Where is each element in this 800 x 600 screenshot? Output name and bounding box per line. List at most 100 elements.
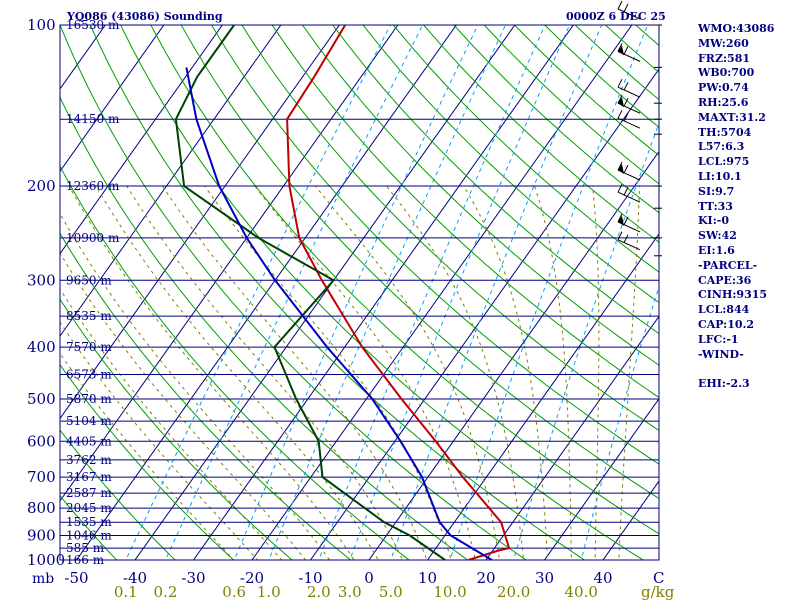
height-label: 6573 m bbox=[66, 367, 112, 381]
moist-adiabat bbox=[126, 185, 404, 560]
temperature-tick-label: -10 bbox=[298, 569, 322, 587]
temperature-axis-end-label: C bbox=[653, 569, 664, 587]
moist-adiabat bbox=[204, 185, 452, 560]
moist-adiabat bbox=[162, 185, 428, 560]
plot-frame bbox=[59, 24, 660, 561]
wind-barb bbox=[617, 43, 641, 62]
index-item: WB0:700 bbox=[698, 66, 755, 80]
index-item: CAPE:36 bbox=[698, 273, 752, 287]
wind-barbs bbox=[617, 0, 662, 257]
mixing-ratio-tick-label: 10.0 bbox=[433, 583, 466, 600]
isotherm-line bbox=[60, 25, 282, 337]
index-item: CINH:9315 bbox=[698, 288, 768, 302]
chart-title: YQ086 (43086) Sounding bbox=[66, 10, 223, 23]
moist-adiabat bbox=[60, 288, 283, 560]
isotherm-line bbox=[60, 25, 223, 255]
mixing-ratio-line bbox=[390, 25, 603, 560]
wind-barb bbox=[617, 183, 641, 203]
index-item: TT:33 bbox=[698, 199, 733, 213]
height-label: 2587 m bbox=[66, 486, 112, 500]
temperature-tick-label: -40 bbox=[123, 569, 147, 587]
moist-adiabat bbox=[463, 185, 549, 560]
isotherm-line bbox=[0, 1, 6, 572]
index-item: MAXT:31.2 bbox=[698, 110, 766, 124]
mixing-ratio-tick-label: 2.0 bbox=[307, 583, 331, 600]
isotherm-line bbox=[192, 25, 574, 560]
mixing-ratio-line bbox=[449, 25, 649, 560]
temperature-tick-label: 0 bbox=[364, 569, 374, 587]
wind-barb bbox=[617, 109, 641, 129]
height-label: 3762 m bbox=[66, 453, 112, 467]
index-item: EI:1.6 bbox=[698, 243, 735, 257]
pressure-tick-label: 400 bbox=[27, 338, 56, 356]
height-label: 10900 m bbox=[66, 231, 120, 245]
height-label: 3167 m bbox=[66, 470, 112, 484]
mixing-ratio-unit: g/kg bbox=[641, 583, 675, 600]
isotherm-line bbox=[60, 25, 340, 420]
index-item: TH:5704 bbox=[698, 125, 752, 139]
isobar-lines bbox=[59, 24, 660, 561]
index-item: RH:25.6 bbox=[698, 95, 749, 109]
pressure-tick-label: 700 bbox=[27, 468, 56, 486]
mixing-ratio-lines bbox=[125, 25, 659, 560]
index-item: KI:-0 bbox=[698, 214, 729, 228]
indices-panel: WMO:43086 MW:260 FRZ:581 WB0:700 PW:0.74 RH:2… bbox=[698, 22, 800, 392]
height-labels: 16530 m 14150 m 12360 m 10900 m 9650 m 8535 m… bbox=[66, 18, 120, 567]
chart-timestamp: 0000Z 6 DEC 25 bbox=[566, 10, 666, 23]
index-item: L57:6.3 bbox=[698, 140, 745, 154]
temperature-profile bbox=[286, 25, 511, 560]
index-item: LFC:-1 bbox=[698, 332, 739, 346]
isotherm-line bbox=[485, 315, 659, 560]
index-item: EHI:-2.3 bbox=[698, 377, 750, 391]
mixing-ratio-line bbox=[318, 25, 546, 560]
mixing-ratio-line bbox=[164, 25, 424, 560]
dry-adiabat bbox=[60, 429, 176, 560]
temperature-tick-label: 30 bbox=[535, 569, 554, 587]
isotherm-line bbox=[60, 25, 399, 502]
index-item: FRZ:581 bbox=[698, 51, 751, 65]
pressure-tick-label: 300 bbox=[27, 271, 56, 289]
mixing-ratio-tick-label: 40.0 bbox=[565, 583, 598, 600]
mixing-ratio-line bbox=[349, 25, 571, 560]
height-label: 16530 m bbox=[66, 18, 120, 32]
mixing-ratio-tick-label: 20.0 bbox=[497, 583, 530, 600]
height-label: 12360 m bbox=[66, 179, 120, 193]
isotherm-line bbox=[75, 25, 457, 560]
mixing-ratio-line bbox=[125, 25, 391, 560]
pressure-tick-label: 1000 bbox=[27, 551, 65, 569]
moist-adiabat bbox=[592, 186, 600, 560]
temperature-tick-label: 10 bbox=[418, 569, 437, 587]
pressure-tick-label: 500 bbox=[27, 390, 56, 408]
index-item: LI:10.1 bbox=[698, 169, 742, 183]
isotherm-line bbox=[426, 233, 659, 560]
height-label: 166 m bbox=[66, 553, 105, 567]
moist-adiabat bbox=[60, 252, 307, 560]
wind-barb bbox=[617, 213, 641, 233]
mixing-ratio-line bbox=[233, 25, 479, 560]
moist-adiabat bbox=[386, 185, 525, 560]
mixing-ratio-line bbox=[513, 122, 659, 560]
pressure-tick-label: 800 bbox=[27, 499, 56, 517]
mixing-ratio-tick-label: 0.6 bbox=[222, 583, 246, 600]
isotherm-line bbox=[309, 68, 659, 560]
isotherm-line bbox=[368, 150, 659, 560]
wind-barb bbox=[617, 78, 641, 98]
height-label: 7570 m bbox=[66, 340, 112, 354]
dry-adiabat bbox=[60, 363, 235, 560]
moist-adiabat bbox=[60, 352, 235, 560]
pressure-tick-label: 900 bbox=[27, 527, 56, 545]
mixing-ratio-tick-label: 1.0 bbox=[257, 583, 281, 600]
moist-adiabat bbox=[534, 185, 572, 560]
index-item: MW:260 bbox=[698, 36, 749, 50]
temperature-tick-label: 40 bbox=[593, 569, 612, 587]
height-label: 5870 m bbox=[66, 392, 112, 406]
height-label: 5104 m bbox=[66, 414, 112, 428]
moist-adiabat bbox=[95, 185, 379, 560]
pressure-tick-label: 600 bbox=[27, 432, 56, 450]
height-label: 2045 m bbox=[66, 501, 112, 515]
wind-barb bbox=[617, 0, 641, 20]
temperature-tick-label: -50 bbox=[64, 569, 88, 587]
temperature-axis-label: mb bbox=[32, 571, 54, 587]
